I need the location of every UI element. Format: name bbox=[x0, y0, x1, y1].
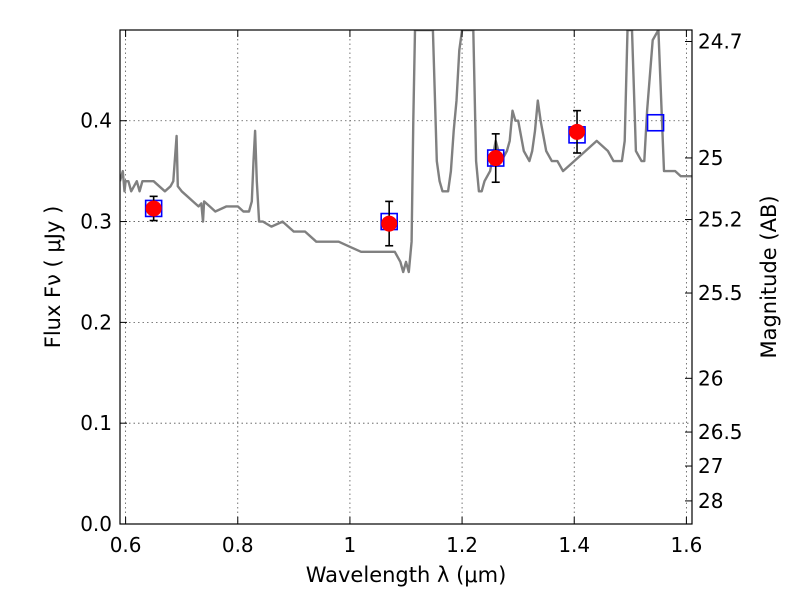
y-axis-right-label: Magnitude (AB) bbox=[757, 195, 781, 358]
magnitude-tick-label: 25 bbox=[698, 146, 723, 170]
magnitude-tick-label: 24.7 bbox=[698, 29, 743, 53]
x-tick-label: 1.6 bbox=[670, 533, 702, 557]
model-spectrum-line bbox=[120, 30, 692, 274]
magnitude-tick-label: 26 bbox=[698, 366, 723, 390]
observed-marker bbox=[381, 215, 398, 232]
magnitude-tick-label: 28 bbox=[698, 489, 723, 513]
x-tick-label: 1 bbox=[344, 533, 357, 557]
y-tick-label: 0.1 bbox=[80, 411, 112, 435]
observed-marker bbox=[569, 123, 586, 140]
x-tick-label: 0.6 bbox=[110, 533, 142, 557]
observed-photometry-markers bbox=[145, 123, 586, 232]
x-tick-label: 1.4 bbox=[558, 533, 590, 557]
x-axis: 0.6 0.8 1 1.2 1.4 1.6 bbox=[110, 30, 702, 557]
y-axis-right-magnitude: 24.7 25 25.2 25.5 26 26.5 27 28 bbox=[685, 29, 743, 513]
synthetic-marker bbox=[646, 113, 665, 132]
y-tick-label: 0.3 bbox=[80, 210, 112, 234]
x-tick-label: 1.2 bbox=[446, 533, 478, 557]
y-tick-label: 0.0 bbox=[80, 512, 112, 536]
observed-marker bbox=[145, 200, 162, 217]
y-tick-label: 0.2 bbox=[80, 310, 112, 334]
y-axis-label: Flux Fν ( μJy ) bbox=[41, 206, 65, 349]
x-tick-label: 0.8 bbox=[222, 533, 254, 557]
plot-frame bbox=[119, 29, 693, 525]
magnitude-tick-label: 26.5 bbox=[698, 420, 743, 444]
observed-marker bbox=[487, 150, 504, 167]
y-tick-label: 0.4 bbox=[80, 109, 112, 133]
magnitude-tick-label: 25.2 bbox=[698, 208, 743, 232]
magnitude-tick-label: 25.5 bbox=[698, 281, 743, 305]
y-axis-left: 0.0 0.1 0.2 0.3 0.4 bbox=[80, 109, 127, 536]
x-axis-label: Wavelength λ (μm) bbox=[306, 563, 507, 587]
plot-area bbox=[120, 30, 692, 274]
magnitude-tick-label: 27 bbox=[698, 454, 723, 478]
